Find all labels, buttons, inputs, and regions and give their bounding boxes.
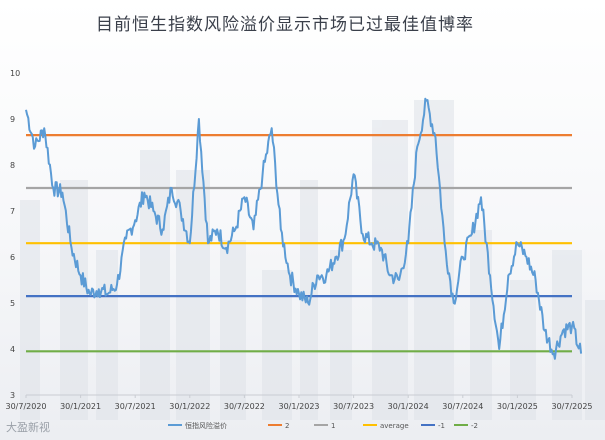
x-tick-label: 30/1/2023 bbox=[278, 402, 319, 411]
legend-label: average bbox=[380, 422, 409, 430]
x-tick-label: 30/7/2020 bbox=[5, 402, 46, 411]
x-tick-label: 30/1/2024 bbox=[388, 402, 429, 411]
y-tick-label: 3 bbox=[10, 391, 15, 400]
legend-label: -2 bbox=[471, 422, 478, 430]
legend-label: 2 bbox=[285, 422, 289, 430]
y-tick-label: 9 bbox=[10, 115, 15, 124]
watermark-logo: 大盈新视 bbox=[6, 421, 50, 434]
x-tick-label: 30/1/2022 bbox=[169, 402, 210, 411]
x-tick-label: 30/7/2021 bbox=[115, 402, 156, 411]
y-tick-label: 8 bbox=[10, 161, 15, 170]
x-tick-label: 30/7/2022 bbox=[224, 402, 265, 411]
y-tick-label: 4 bbox=[10, 345, 15, 354]
legend-label: 恒指风险溢价 bbox=[185, 421, 227, 430]
x-tick-label: 30/1/2025 bbox=[497, 402, 538, 411]
x-tick-label: 30/7/2024 bbox=[442, 402, 483, 411]
y-tick-label: 7 bbox=[10, 207, 15, 216]
x-tick-label: 30/1/2021 bbox=[60, 402, 101, 411]
legend-label: -1 bbox=[438, 422, 445, 430]
y-tick-label: 6 bbox=[10, 253, 15, 262]
x-tick-label: 30/7/2025 bbox=[551, 402, 592, 411]
y-tick-label: 10 bbox=[10, 69, 20, 78]
legend-label: 1 bbox=[331, 422, 335, 430]
chart-title: 目前恒生指数风险溢价显示市场已过最佳值博率 bbox=[96, 15, 474, 35]
y-tick-label: 5 bbox=[10, 299, 15, 308]
x-tick-label: 30/7/2023 bbox=[333, 402, 374, 411]
series-line-risk-premium bbox=[25, 97, 583, 360]
